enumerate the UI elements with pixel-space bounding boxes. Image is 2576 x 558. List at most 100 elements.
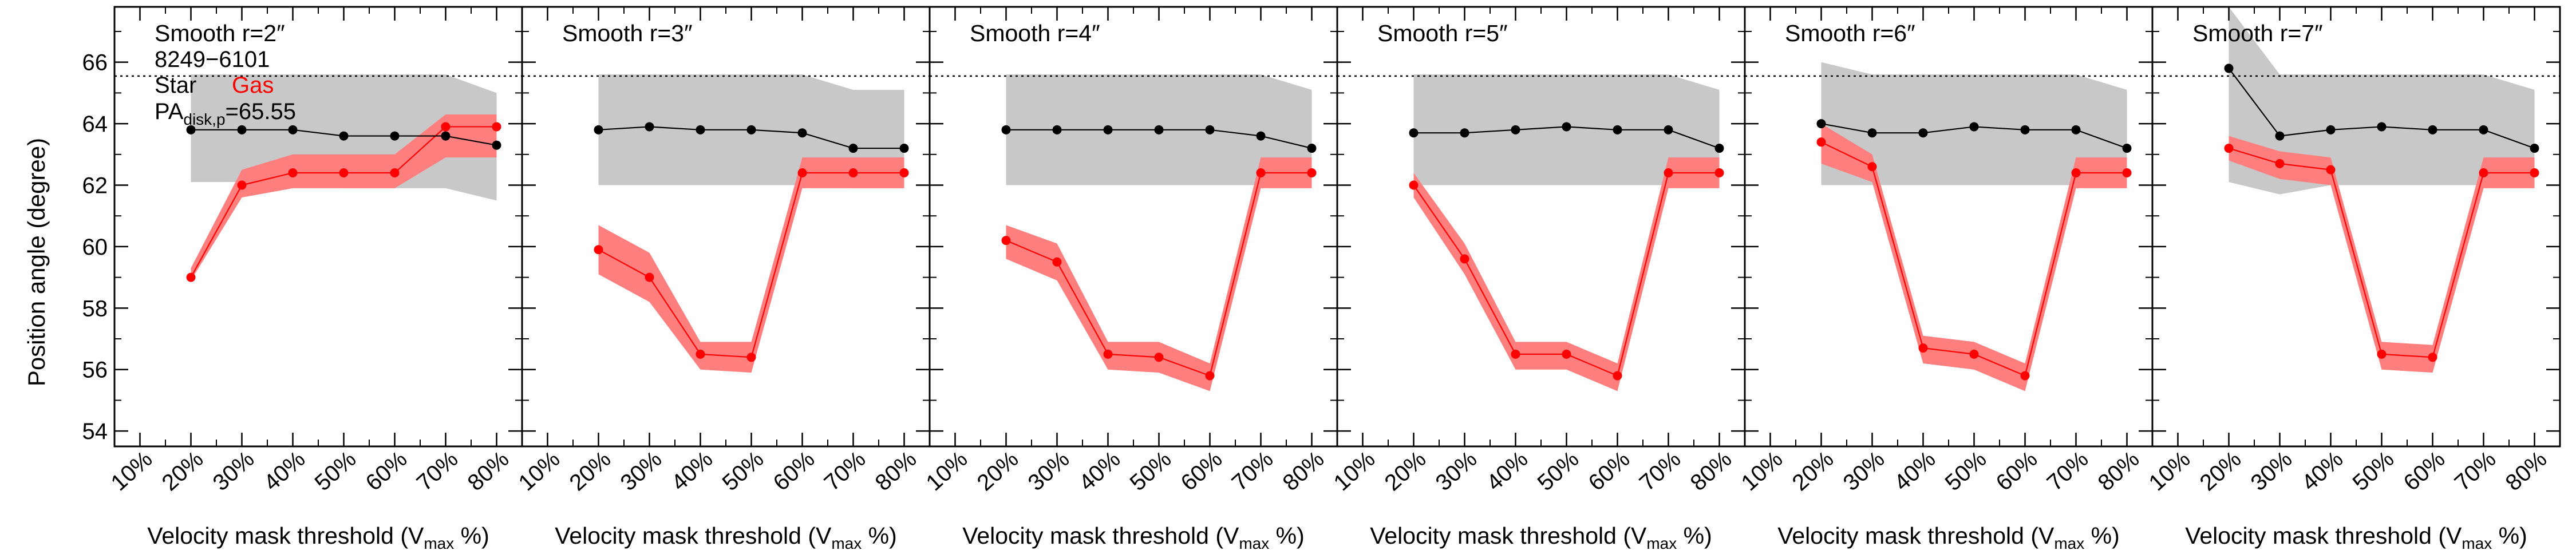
gas-data-point xyxy=(1001,236,1011,246)
star-data-point xyxy=(797,128,807,138)
y-axis: 54 56 58 60 62 64 66 xyxy=(82,30,522,444)
x-axis-label-prefix: Velocity mask threshold (V xyxy=(147,523,424,549)
y-tick-label: 62 xyxy=(82,173,108,198)
gas-data-point xyxy=(1307,168,1317,178)
star-data-point xyxy=(2377,122,2387,132)
star-data-point xyxy=(2224,64,2234,73)
star-data-point xyxy=(492,140,501,150)
star-data-point xyxy=(1052,125,1062,134)
gas-data-point xyxy=(339,168,349,178)
gas-data-point xyxy=(1052,257,1062,267)
y-tick-label: 60 xyxy=(82,235,108,260)
panel-title: Smooth r=4″ xyxy=(970,20,1100,46)
plot-area xyxy=(114,74,522,282)
panel-title: Smooth r=5″ xyxy=(1377,20,1508,46)
x-axis-label: Velocity mask threshold (Vmax %) xyxy=(147,523,489,552)
star-data-point xyxy=(645,122,654,132)
panel-title: Smooth r=7″ xyxy=(2192,20,2323,46)
star-data-point xyxy=(2530,144,2539,153)
gas-uncertainty-band xyxy=(1006,157,1312,391)
star-data-point xyxy=(594,125,603,134)
star-data-point xyxy=(2020,125,2030,134)
star-data-point xyxy=(1562,122,1571,132)
panel-title: Smooth r=2″ xyxy=(155,20,285,46)
x-axis-label-suffix: %) xyxy=(2084,523,2120,549)
gas-data-point xyxy=(899,168,909,178)
star-data-point xyxy=(1205,125,1215,134)
star-data-point xyxy=(1409,128,1419,138)
x-axis-label: Velocity mask threshold (Vmax %) xyxy=(962,523,1305,552)
star-data-point xyxy=(848,144,858,153)
gas-data-point xyxy=(594,245,603,255)
star-data-point xyxy=(1511,125,1520,134)
gas-uncertainty-band xyxy=(2229,136,2535,373)
y-axis xyxy=(1745,30,2152,432)
x-axis-label-subscript: max xyxy=(2462,535,2492,552)
pa-value: =65.55 xyxy=(226,99,296,124)
gas-data-point xyxy=(2020,371,2030,381)
y-tick-label: 64 xyxy=(82,112,108,137)
star-data-point xyxy=(390,131,400,141)
star-data-point xyxy=(2275,131,2285,141)
gas-data-point xyxy=(1205,371,1215,381)
gas-data-point xyxy=(1511,349,1520,359)
x-axis-label-subscript: max xyxy=(1646,535,1677,552)
gas-data-point xyxy=(2377,349,2387,359)
star-data-point xyxy=(2122,144,2132,153)
y-axis xyxy=(930,30,1337,432)
x-axis-label-subscript: max xyxy=(831,535,862,552)
gas-data-point xyxy=(1816,137,1826,147)
plot-area xyxy=(930,74,1337,391)
star-data-point xyxy=(1613,125,1622,134)
gas-data-point xyxy=(2530,168,2539,178)
panel-title: Smooth r=3″ xyxy=(562,20,693,46)
plot-area xyxy=(1745,62,2152,391)
gas-data-point xyxy=(2275,159,2285,168)
star-data-point xyxy=(1001,125,1011,134)
gas-data-point xyxy=(746,353,756,362)
x-axis-label-subscript: max xyxy=(424,535,454,552)
star-data-point xyxy=(1256,131,1266,141)
y-axis-label: Position angle (degree) xyxy=(23,138,50,386)
x-axis-label-prefix: Velocity mask threshold (V xyxy=(1777,523,2055,549)
galaxy-id-label: 8249−6101 xyxy=(155,47,270,72)
star-data-point xyxy=(186,125,196,134)
plot-area xyxy=(522,74,930,373)
star-data-point xyxy=(1460,128,1469,138)
gas-data-point xyxy=(1867,162,1877,172)
gas-uncertainty-band xyxy=(598,157,904,373)
plot-area xyxy=(2152,7,2560,373)
x-axis-label-suffix: %) xyxy=(1677,523,1712,549)
gas-data-point xyxy=(1103,349,1113,359)
legend-star-label: Star xyxy=(155,73,196,98)
gas-data-point xyxy=(645,272,654,282)
x-axis-label-prefix: Velocity mask threshold (V xyxy=(2185,523,2462,549)
gas-data-point xyxy=(2224,144,2234,153)
star-data-point xyxy=(2428,125,2437,134)
y-axis xyxy=(1337,30,1745,432)
star-data-point xyxy=(288,125,298,134)
x-axis-label: Velocity mask threshold (Vmax %) xyxy=(1370,523,1712,552)
gas-data-point xyxy=(237,180,247,190)
gas-data-point xyxy=(2122,168,2132,178)
star-data-point xyxy=(899,144,909,153)
star-data-point xyxy=(2479,125,2488,134)
gas-data-point xyxy=(848,168,858,178)
star-data-point xyxy=(1154,125,1164,134)
gas-data-point xyxy=(2428,353,2437,362)
gas-uncertainty-band xyxy=(191,114,497,280)
x-axis-label-suffix: %) xyxy=(862,523,897,549)
x-axis-label-prefix: Velocity mask threshold (V xyxy=(962,523,1239,549)
star-data-point xyxy=(1816,119,1826,129)
gas-data-point xyxy=(390,168,400,178)
star-uncertainty-band xyxy=(2229,7,2535,195)
pa-prefix: PA xyxy=(155,99,184,124)
chart-panels: 54 56 58 60 62 64 66 10% 20% 30% 40% 50% 60% 70% 80%Ve… xyxy=(82,6,2561,552)
x-axis-label: Velocity mask threshold (Vmax %) xyxy=(555,523,897,552)
pa-subscript: disk,p xyxy=(183,110,225,128)
star-data-point xyxy=(1714,144,1724,153)
gas-data-point xyxy=(1154,353,1164,362)
panel-title: Smooth r=6″ xyxy=(1785,20,1915,46)
